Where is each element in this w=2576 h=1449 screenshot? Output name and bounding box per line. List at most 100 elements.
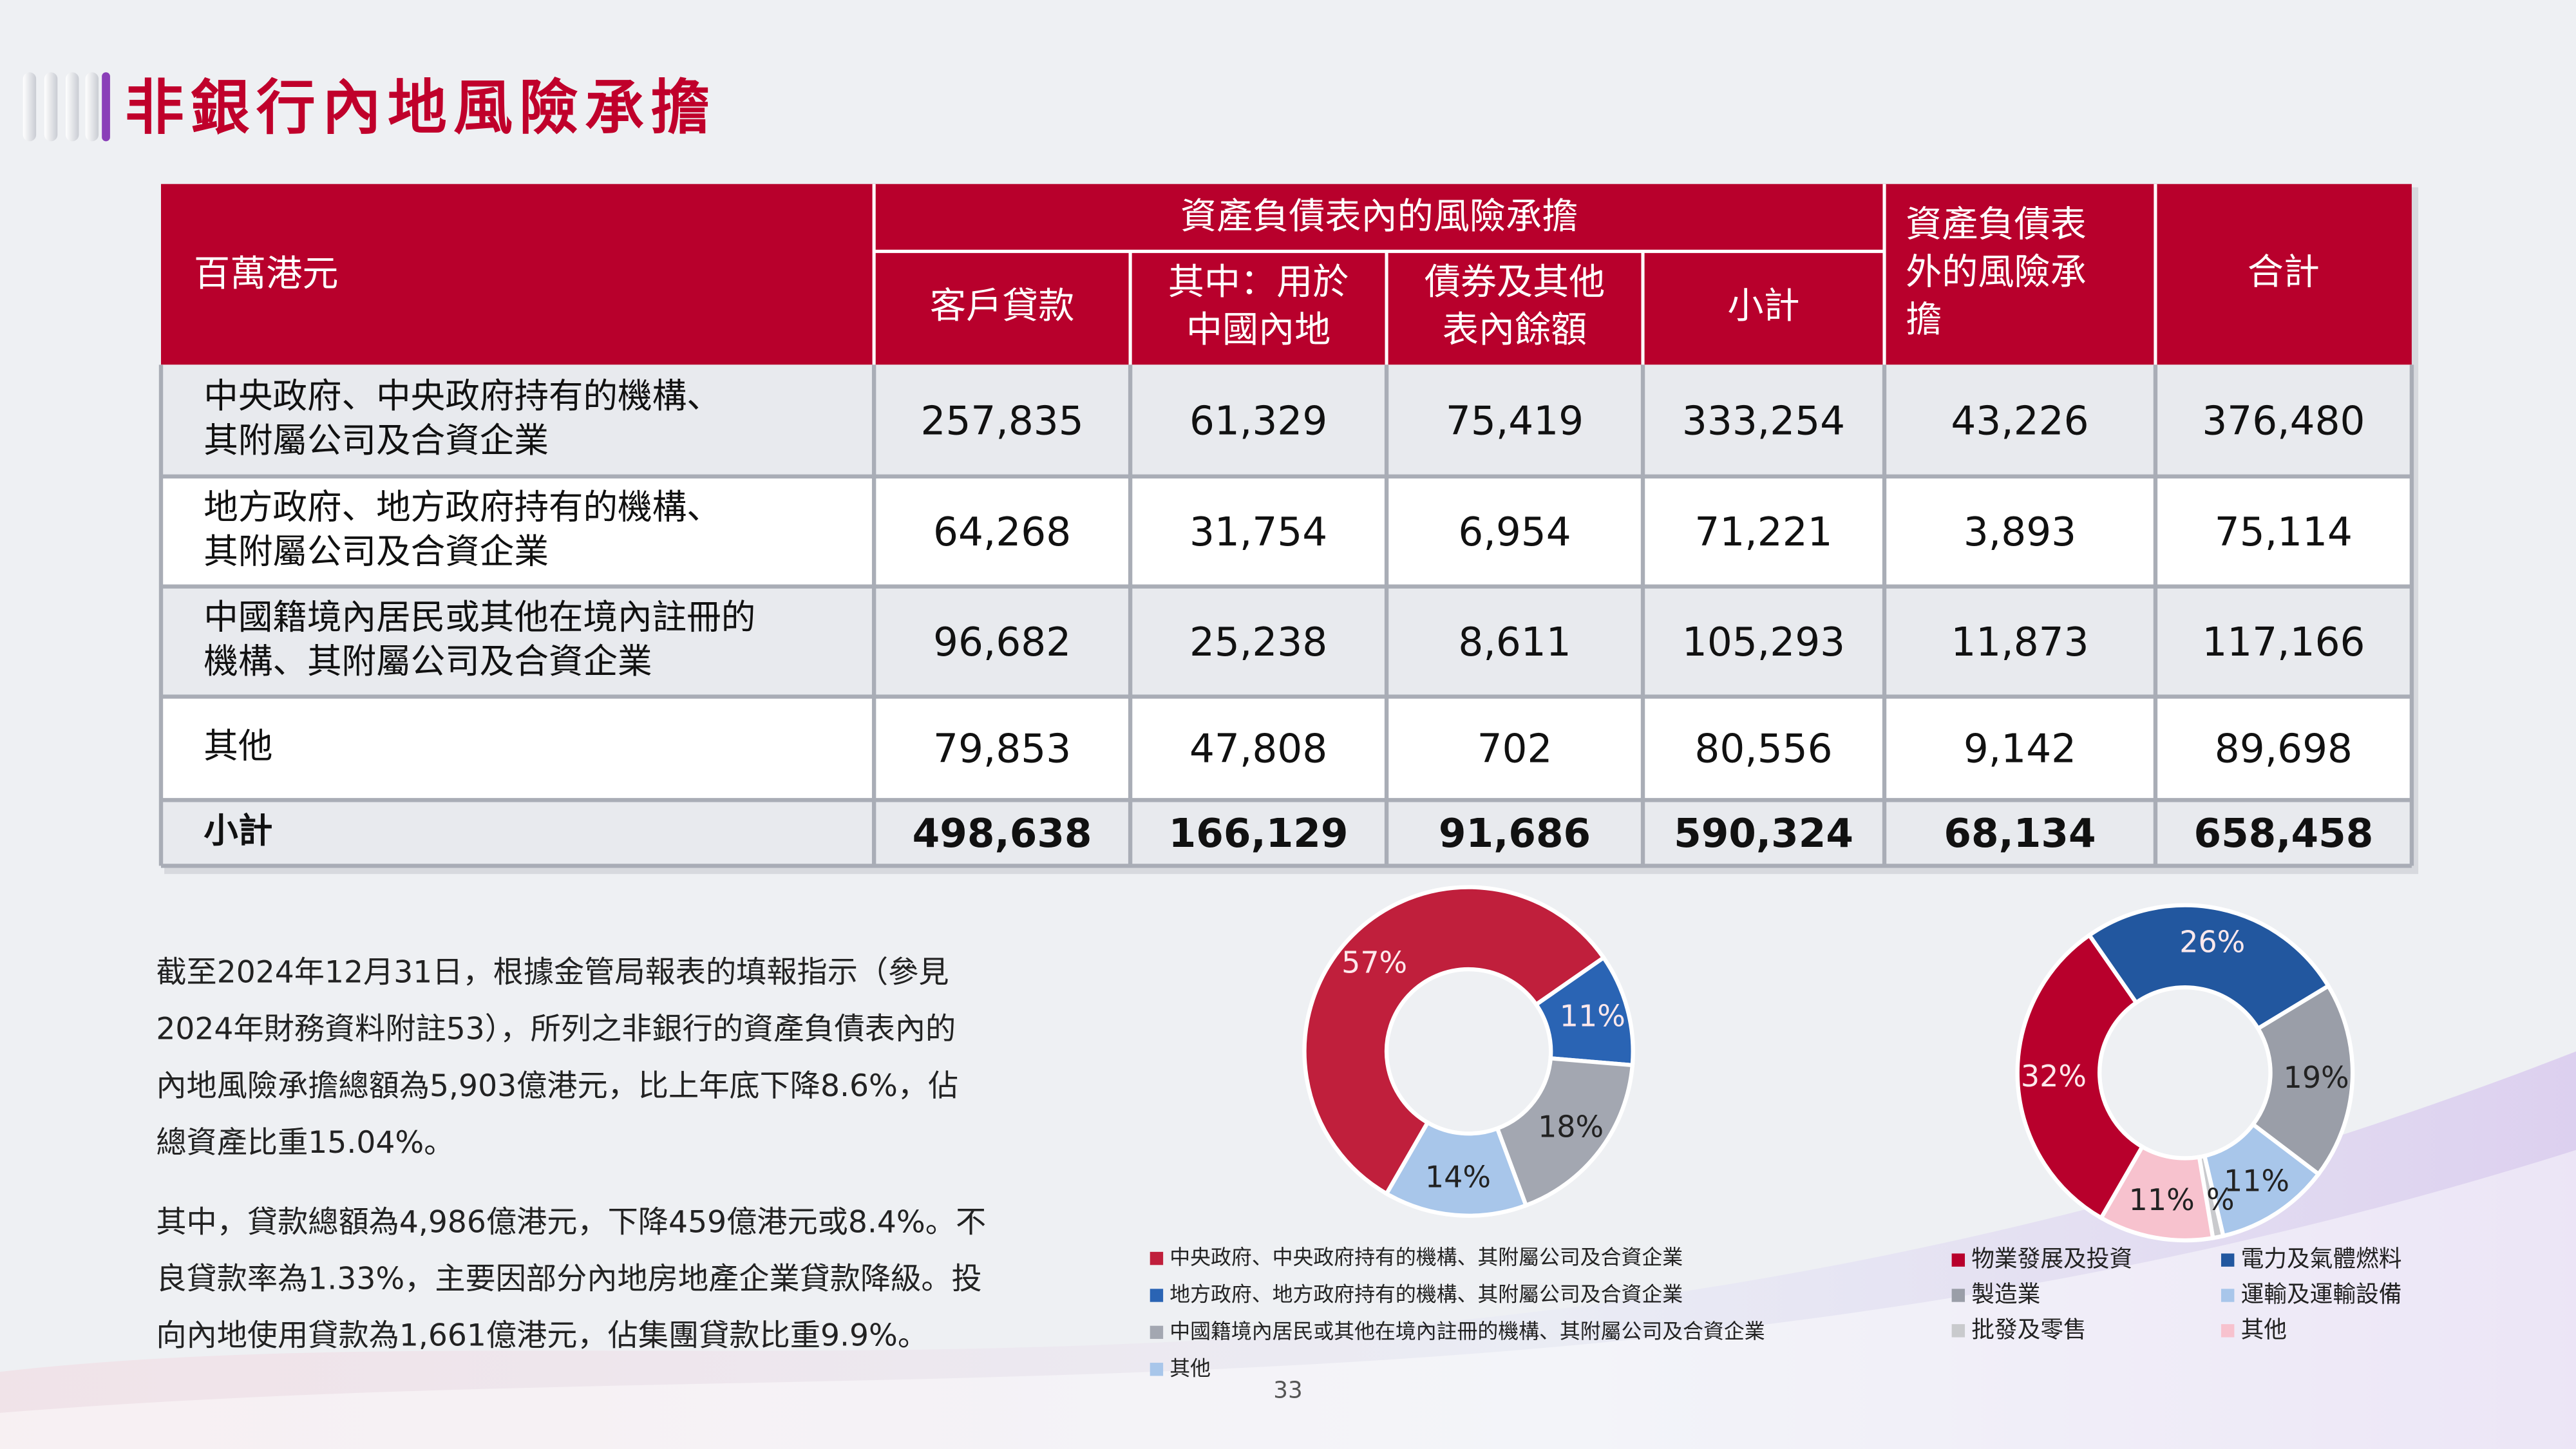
header-corner: 百萬港元	[194, 253, 338, 295]
legend-swatch	[1150, 1251, 1164, 1265]
data-label: 57%	[1341, 945, 1407, 980]
cell: 75,419	[1446, 399, 1584, 444]
data-label: 11%	[2224, 1163, 2289, 1198]
donut-segment	[2086, 903, 2331, 1032]
legend-label: 製造業	[1971, 1281, 2040, 1307]
cell: 25,238	[1189, 620, 1327, 665]
row-label: 其附屬公司及合資企業	[204, 420, 549, 460]
cell: 47,808	[1189, 726, 1327, 772]
paragraph-line: 良貸款率為1.33%，主要因部分內地房地產企業貸款降級。投	[156, 1262, 981, 1297]
row-bg	[161, 476, 2412, 587]
legend-swatch	[1951, 1253, 1965, 1267]
legend-swatch	[1150, 1363, 1164, 1376]
column-header: 表內餘額	[1443, 309, 1587, 351]
cell: 68,134	[1944, 811, 2096, 857]
donut-segment	[2250, 983, 2355, 1177]
cell: 658,458	[2193, 811, 2373, 857]
cell: 8,611	[1458, 620, 1571, 665]
paragraphs: 截至2024年12月31日，根據金管局報表的填報指示（參見 2024年財務資料附註…	[156, 955, 986, 1354]
cell: 3,893	[1964, 509, 2076, 555]
cell: 31,754	[1189, 509, 1327, 555]
cell: 96,682	[933, 620, 1071, 665]
legend-label: 電力及氣體燃料	[2241, 1246, 2402, 1273]
title-bar	[66, 72, 79, 142]
legend-swatch	[2221, 1289, 2235, 1302]
cell: 43,226	[1951, 399, 2088, 444]
decor-wave	[0, 1051, 2576, 1449]
row-label: 中央政府、中央政府持有的機構、	[204, 375, 721, 416]
title-bar	[44, 72, 58, 142]
paragraph-line: 向內地使用貸款為1,661億港元，佔集團貸款比重9.9%。	[156, 1318, 928, 1354]
legend-swatch	[1951, 1324, 1965, 1338]
title: 非銀行內地風險承擔	[125, 73, 716, 142]
cell: 61,329	[1189, 399, 1327, 444]
column-header: 客戶貸款	[930, 285, 1074, 327]
legend-label: 其他	[1170, 1356, 1211, 1380]
title-bar	[102, 72, 110, 142]
legend-label: 其他	[2241, 1316, 2287, 1343]
column-header: 資產負債表	[1906, 204, 2087, 246]
legend-swatch	[1951, 1289, 1965, 1302]
row-bg	[161, 365, 2412, 477]
cell: 80,556	[1694, 726, 1832, 772]
data-label: 26%	[2179, 925, 2245, 960]
column-header: 債券及其他	[1425, 261, 1605, 303]
cell: 498,638	[913, 811, 1092, 857]
column-header: 其中：用於	[1168, 261, 1349, 303]
paragraph-line: 截至2024年12月31日，根據金管局報表的填報指示（參見	[156, 955, 949, 990]
row-bg	[161, 696, 2412, 800]
header-group: 資產負債表內的風險承擔	[1180, 196, 1578, 238]
cell: 257,835	[921, 399, 1084, 444]
column-header: 合計	[2248, 252, 2320, 294]
title-bar	[85, 72, 99, 142]
legend-label: 批發及零售	[1971, 1316, 2087, 1343]
header-bg	[161, 184, 2412, 365]
row-label: 其附屬公司及合資企業	[204, 531, 549, 571]
title-bar	[23, 72, 37, 142]
cell: 75,114	[2215, 509, 2353, 555]
row-label: 機構、其附屬公司及合資企業	[204, 641, 652, 681]
donut-segment	[1494, 1056, 1635, 1208]
legend-swatch	[2221, 1253, 2235, 1267]
donut-segment	[1302, 885, 1607, 1197]
page-number: 33	[1273, 1378, 1302, 1404]
cell: 79,853	[933, 726, 1071, 772]
legend-label: 地方政府、地方政府持有的機構、其附屬公司及合資企業	[1170, 1282, 1683, 1306]
column-header: 外的風險承	[1906, 252, 2087, 294]
legend-swatch	[2221, 1324, 2235, 1338]
paragraph-line: 內地風險承擔總額為5,903億港元，比上年底下降8.6%，佔	[156, 1068, 958, 1104]
legend-swatch	[1150, 1289, 1164, 1302]
cell: 6,954	[1458, 509, 1571, 555]
data-label: 14%	[1425, 1159, 1491, 1194]
cell: 105,293	[1682, 620, 1845, 665]
cell: 376,480	[2202, 399, 2365, 444]
cell: 590,324	[1674, 811, 1853, 857]
column-header: 擔	[1906, 299, 1942, 341]
donut-segment	[1383, 1119, 1529, 1218]
legend-label: 物業發展及投資	[1971, 1246, 2132, 1273]
legend-label: 中國籍境內居民或其他在境內註冊的機構、其附屬公司及合資企業	[1170, 1319, 1765, 1343]
table: 百萬港元資產負債表內的風險承擔客戶貸款其中：用於中國內地債券及其他表內餘額小計資…	[158, 184, 2419, 875]
row-bg	[161, 586, 2412, 697]
donut-segment	[2015, 932, 2145, 1221]
data-label: 11%	[2129, 1182, 2195, 1217]
cell: 166,129	[1169, 811, 1349, 857]
paragraph-line: 2024年財務資料附註53），所列之非銀行的資產負債表內的	[156, 1012, 956, 1047]
cell: 9,142	[1964, 726, 2076, 772]
paragraph-line: 其中，貸款總額為4,986億港元，下降459億港元或8.4%。不	[156, 1205, 986, 1240]
cell: 91,686	[1439, 811, 1591, 857]
charts: 57% 11% 18% 14% 中央政府、中央政府持有的機構、其附屬公司及合資企業地方政…	[1150, 885, 2402, 1380]
column-header: 中國內地	[1186, 309, 1331, 351]
column-header: 小計	[1727, 285, 1799, 327]
row-label: 中國籍境內居民或其他在境內註冊的	[204, 596, 755, 637]
row-label: 小計	[204, 810, 272, 851]
legend-swatch	[1150, 1325, 1164, 1340]
legend-label: 中央政府、中央政府持有的機構、其附屬公司及合資企業	[1170, 1245, 1683, 1269]
donut-segment	[2098, 1144, 2215, 1243]
row-bg	[161, 800, 2412, 866]
cell: 89,698	[2215, 726, 2353, 772]
paragraph-line: 總資產比重15.04%。	[156, 1125, 454, 1160]
data-label: 18%	[1538, 1109, 1604, 1144]
